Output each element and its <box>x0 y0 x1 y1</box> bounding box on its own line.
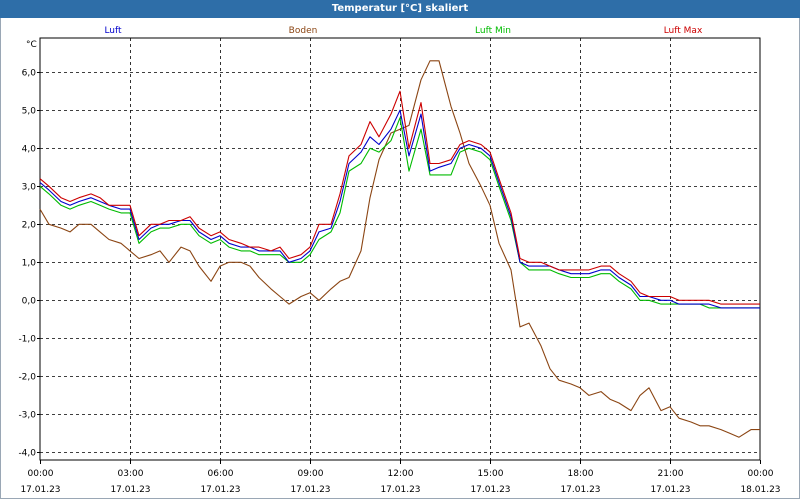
chart-title: Temperatur [°C] skaliert <box>0 0 800 18</box>
legend-entry-luft: Luft <box>104 26 122 36</box>
x-tick-time-label: 00:00 <box>28 469 54 479</box>
x-tick-time-label: 03:00 <box>118 469 144 479</box>
series-line-luft-min <box>39 117 760 309</box>
grid <box>40 38 760 460</box>
x-tick-date-label: 17.01.23 <box>20 485 60 495</box>
y-axis-ticks: 6,0 5,0 4,0 3,0 2,0 1,0 0,0 -1,0 -2,0 -3,0 -4,0 <box>18 69 40 459</box>
y-tick-label: 0,0 <box>22 297 37 307</box>
y-tick-label: 3,0 <box>22 183 37 193</box>
x-tick-date-label: 17.01.23 <box>380 485 420 495</box>
y-tick-label: -2,0 <box>18 373 36 383</box>
x-tick-time-label: 09:00 <box>298 469 324 479</box>
x-tick-time-label: 00:00 <box>748 469 774 479</box>
x-tick-time-label: 15:00 <box>478 469 504 479</box>
x-tick-date-label: 17.01.23 <box>290 485 330 495</box>
x-tick-date-label: 17.01.23 <box>560 485 600 495</box>
y-tick-label: 5,0 <box>22 107 37 117</box>
y-tick-label: -1,0 <box>18 335 36 345</box>
x-tick-time-label: 18:00 <box>568 469 594 479</box>
x-tick-time-label: 21:00 <box>658 469 684 479</box>
x-tick-time-label: 06:00 <box>208 469 234 479</box>
x-tick-time-label: 12:00 <box>388 469 414 479</box>
plot-border <box>39 37 761 461</box>
y-tick-label: 1,0 <box>22 259 37 269</box>
legend-entry-boden: Boden <box>289 26 318 36</box>
series-lines <box>39 60 760 438</box>
y-tick-label: -4,0 <box>18 449 36 459</box>
series-line-boden <box>39 60 760 438</box>
y-tick-label: 6,0 <box>22 69 37 79</box>
series-line-luft-max <box>39 90 760 305</box>
series-line-luft <box>39 109 760 309</box>
legend-entry-luft-min: Luft Min <box>475 26 511 36</box>
x-tick-date-label: 17.01.23 <box>110 485 150 495</box>
y-tick-label: -3,0 <box>18 411 36 421</box>
plot-area <box>39 37 761 461</box>
x-tick-date-label: 17.01.23 <box>470 485 510 495</box>
x-tick-date-label: 17.01.23 <box>200 485 240 495</box>
x-tick-date-label: 18.01.23 <box>740 485 780 495</box>
x-axis-ticks: 00:00 17.01.23 03:00 17.01.23 06:00 17.01.23 0… <box>20 460 781 495</box>
y-axis-unit-label: °C <box>26 40 37 50</box>
x-tick-date-label: 17.01.23 <box>650 485 690 495</box>
y-tick-label: 4,0 <box>22 145 37 155</box>
y-tick-label: 2,0 <box>22 221 37 231</box>
legend: Luft Boden Luft Min Luft Max <box>104 26 703 36</box>
legend-entry-luft-max: Luft Max <box>664 26 703 36</box>
